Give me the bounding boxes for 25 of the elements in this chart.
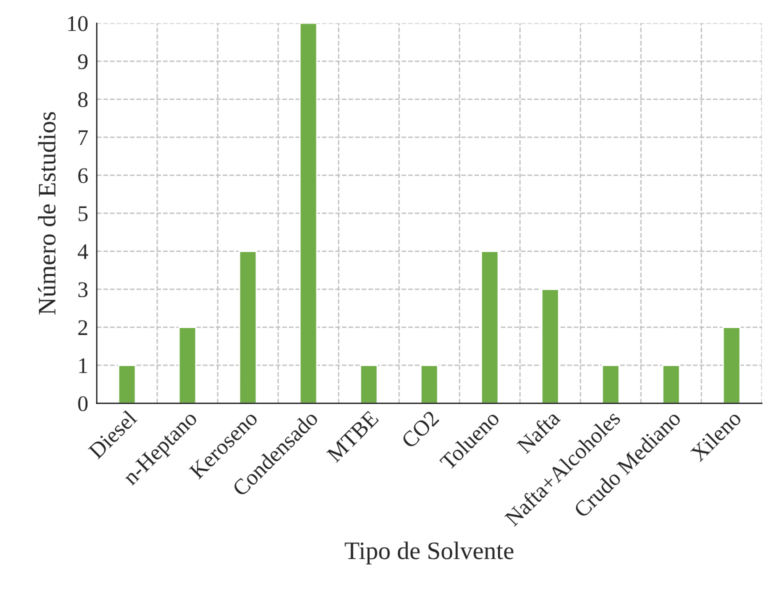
bar xyxy=(118,364,136,404)
bar xyxy=(178,326,197,404)
bar xyxy=(480,250,499,404)
y-tick-label: 5 xyxy=(78,206,88,222)
y-tick-label: 4 xyxy=(78,244,88,259)
y-tick-label: 3 xyxy=(78,282,88,298)
bar xyxy=(722,326,741,404)
y-tick-label: 1 xyxy=(79,358,88,373)
y-tick-label: 9 xyxy=(78,54,88,70)
bar xyxy=(360,364,378,404)
bar xyxy=(238,250,258,404)
bar xyxy=(420,364,438,404)
y-tick-label: 7 xyxy=(78,130,88,145)
x-tick-label: CO2 xyxy=(400,410,440,449)
y-axis-title: Número de Estudios xyxy=(38,112,56,315)
y-tick-label: 2 xyxy=(78,320,88,335)
bar xyxy=(602,364,620,404)
bar xyxy=(541,288,560,404)
bar xyxy=(299,23,318,404)
y-tick-label: 6 xyxy=(78,168,88,184)
y-tick-label: 8 xyxy=(78,92,88,108)
x-axis-title: Tipo de Solvente xyxy=(344,542,514,564)
bar xyxy=(662,364,680,404)
y-tick-label: 10 xyxy=(68,16,88,32)
y-tick-label: 0 xyxy=(78,396,88,412)
